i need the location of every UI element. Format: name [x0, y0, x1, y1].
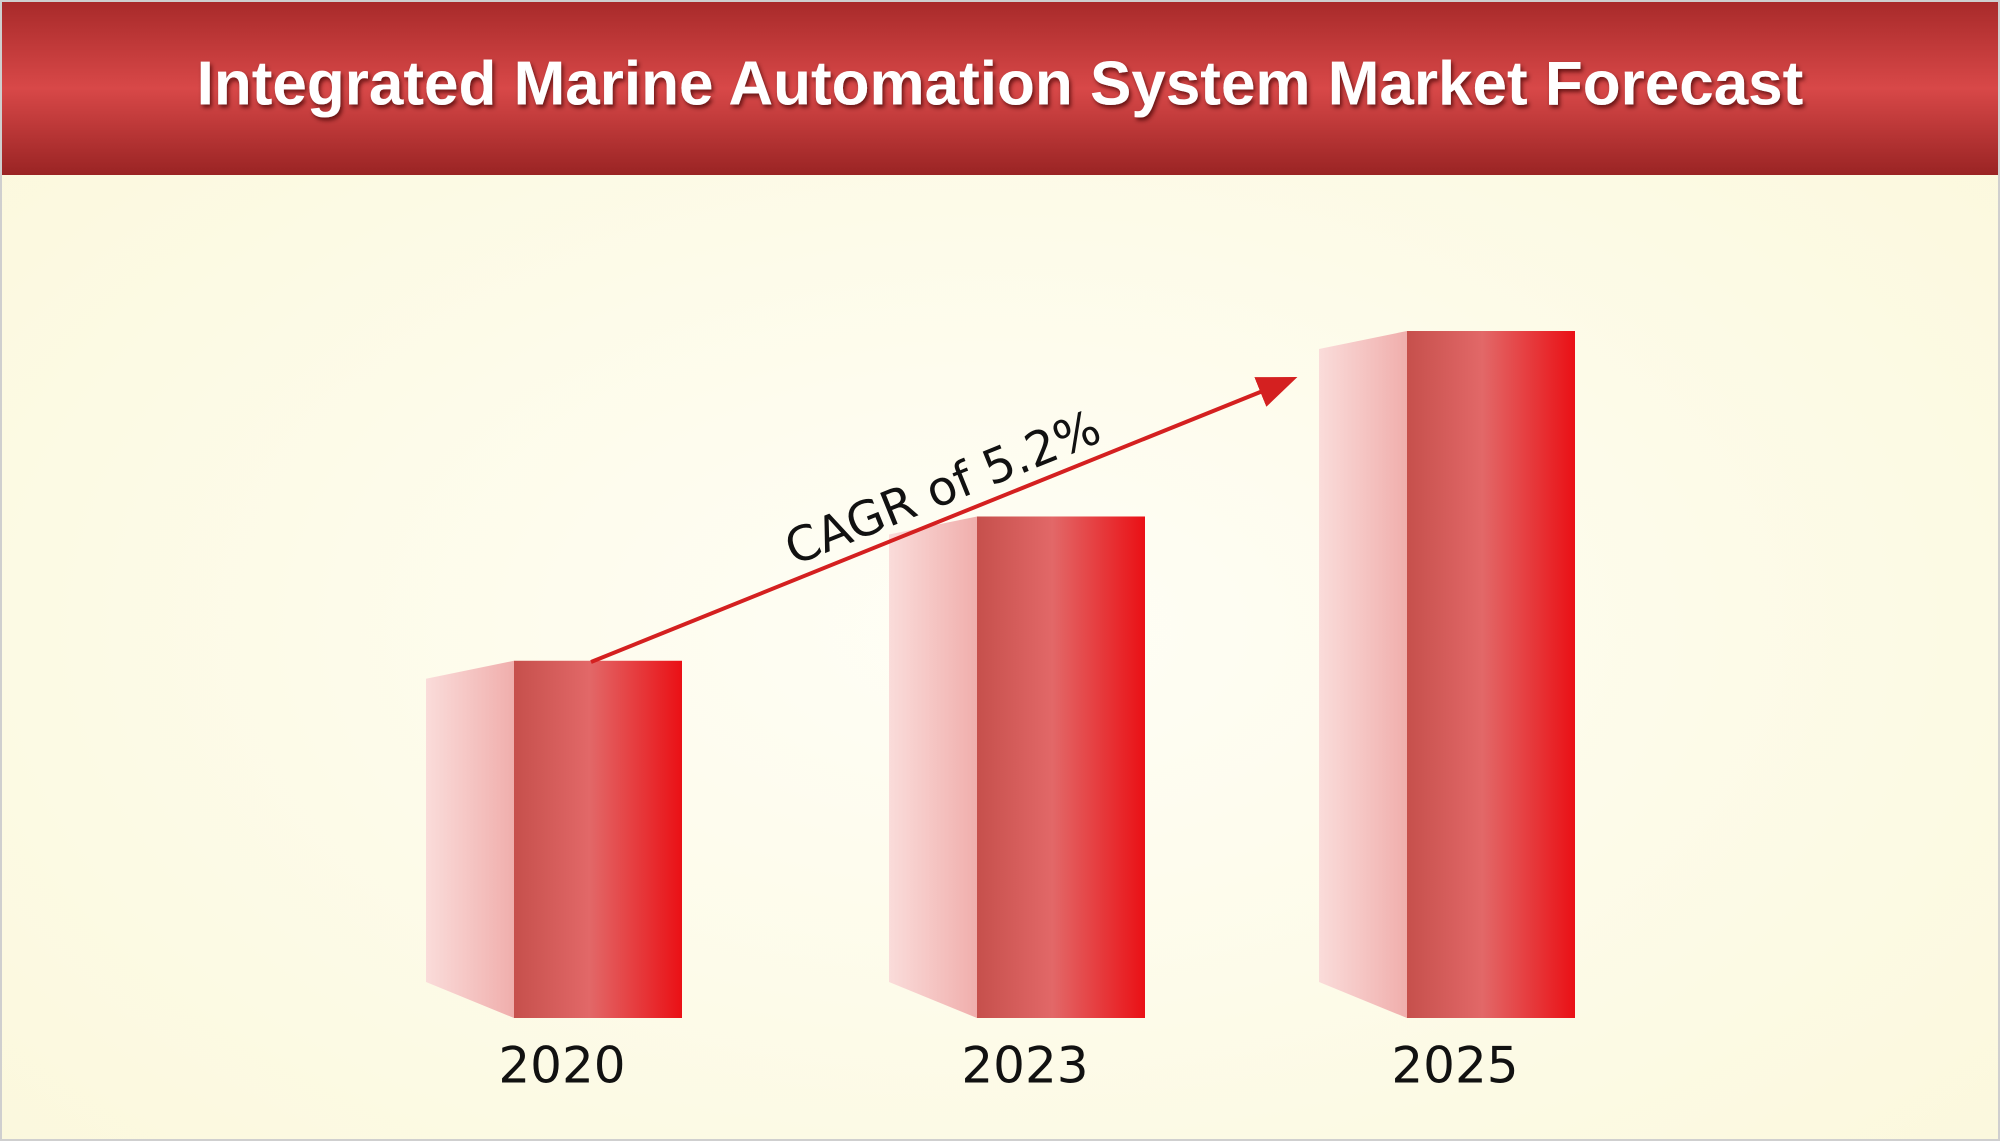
bar-side [426, 660, 514, 1018]
x-tick-label: 2023 [961, 1037, 1088, 1095]
bar-side [1319, 331, 1407, 1018]
bar [1407, 331, 1575, 1018]
header-band [2, 2, 1998, 175]
bar [514, 660, 682, 1018]
x-tick-label: 2025 [1391, 1037, 1518, 1095]
growth-arrow [590, 377, 1298, 664]
bar [977, 516, 1145, 1018]
chart-title: Integrated Marine Automation System Mark… [197, 49, 1804, 118]
bar-side [889, 516, 977, 1018]
x-tick-label: 2020 [498, 1037, 625, 1095]
